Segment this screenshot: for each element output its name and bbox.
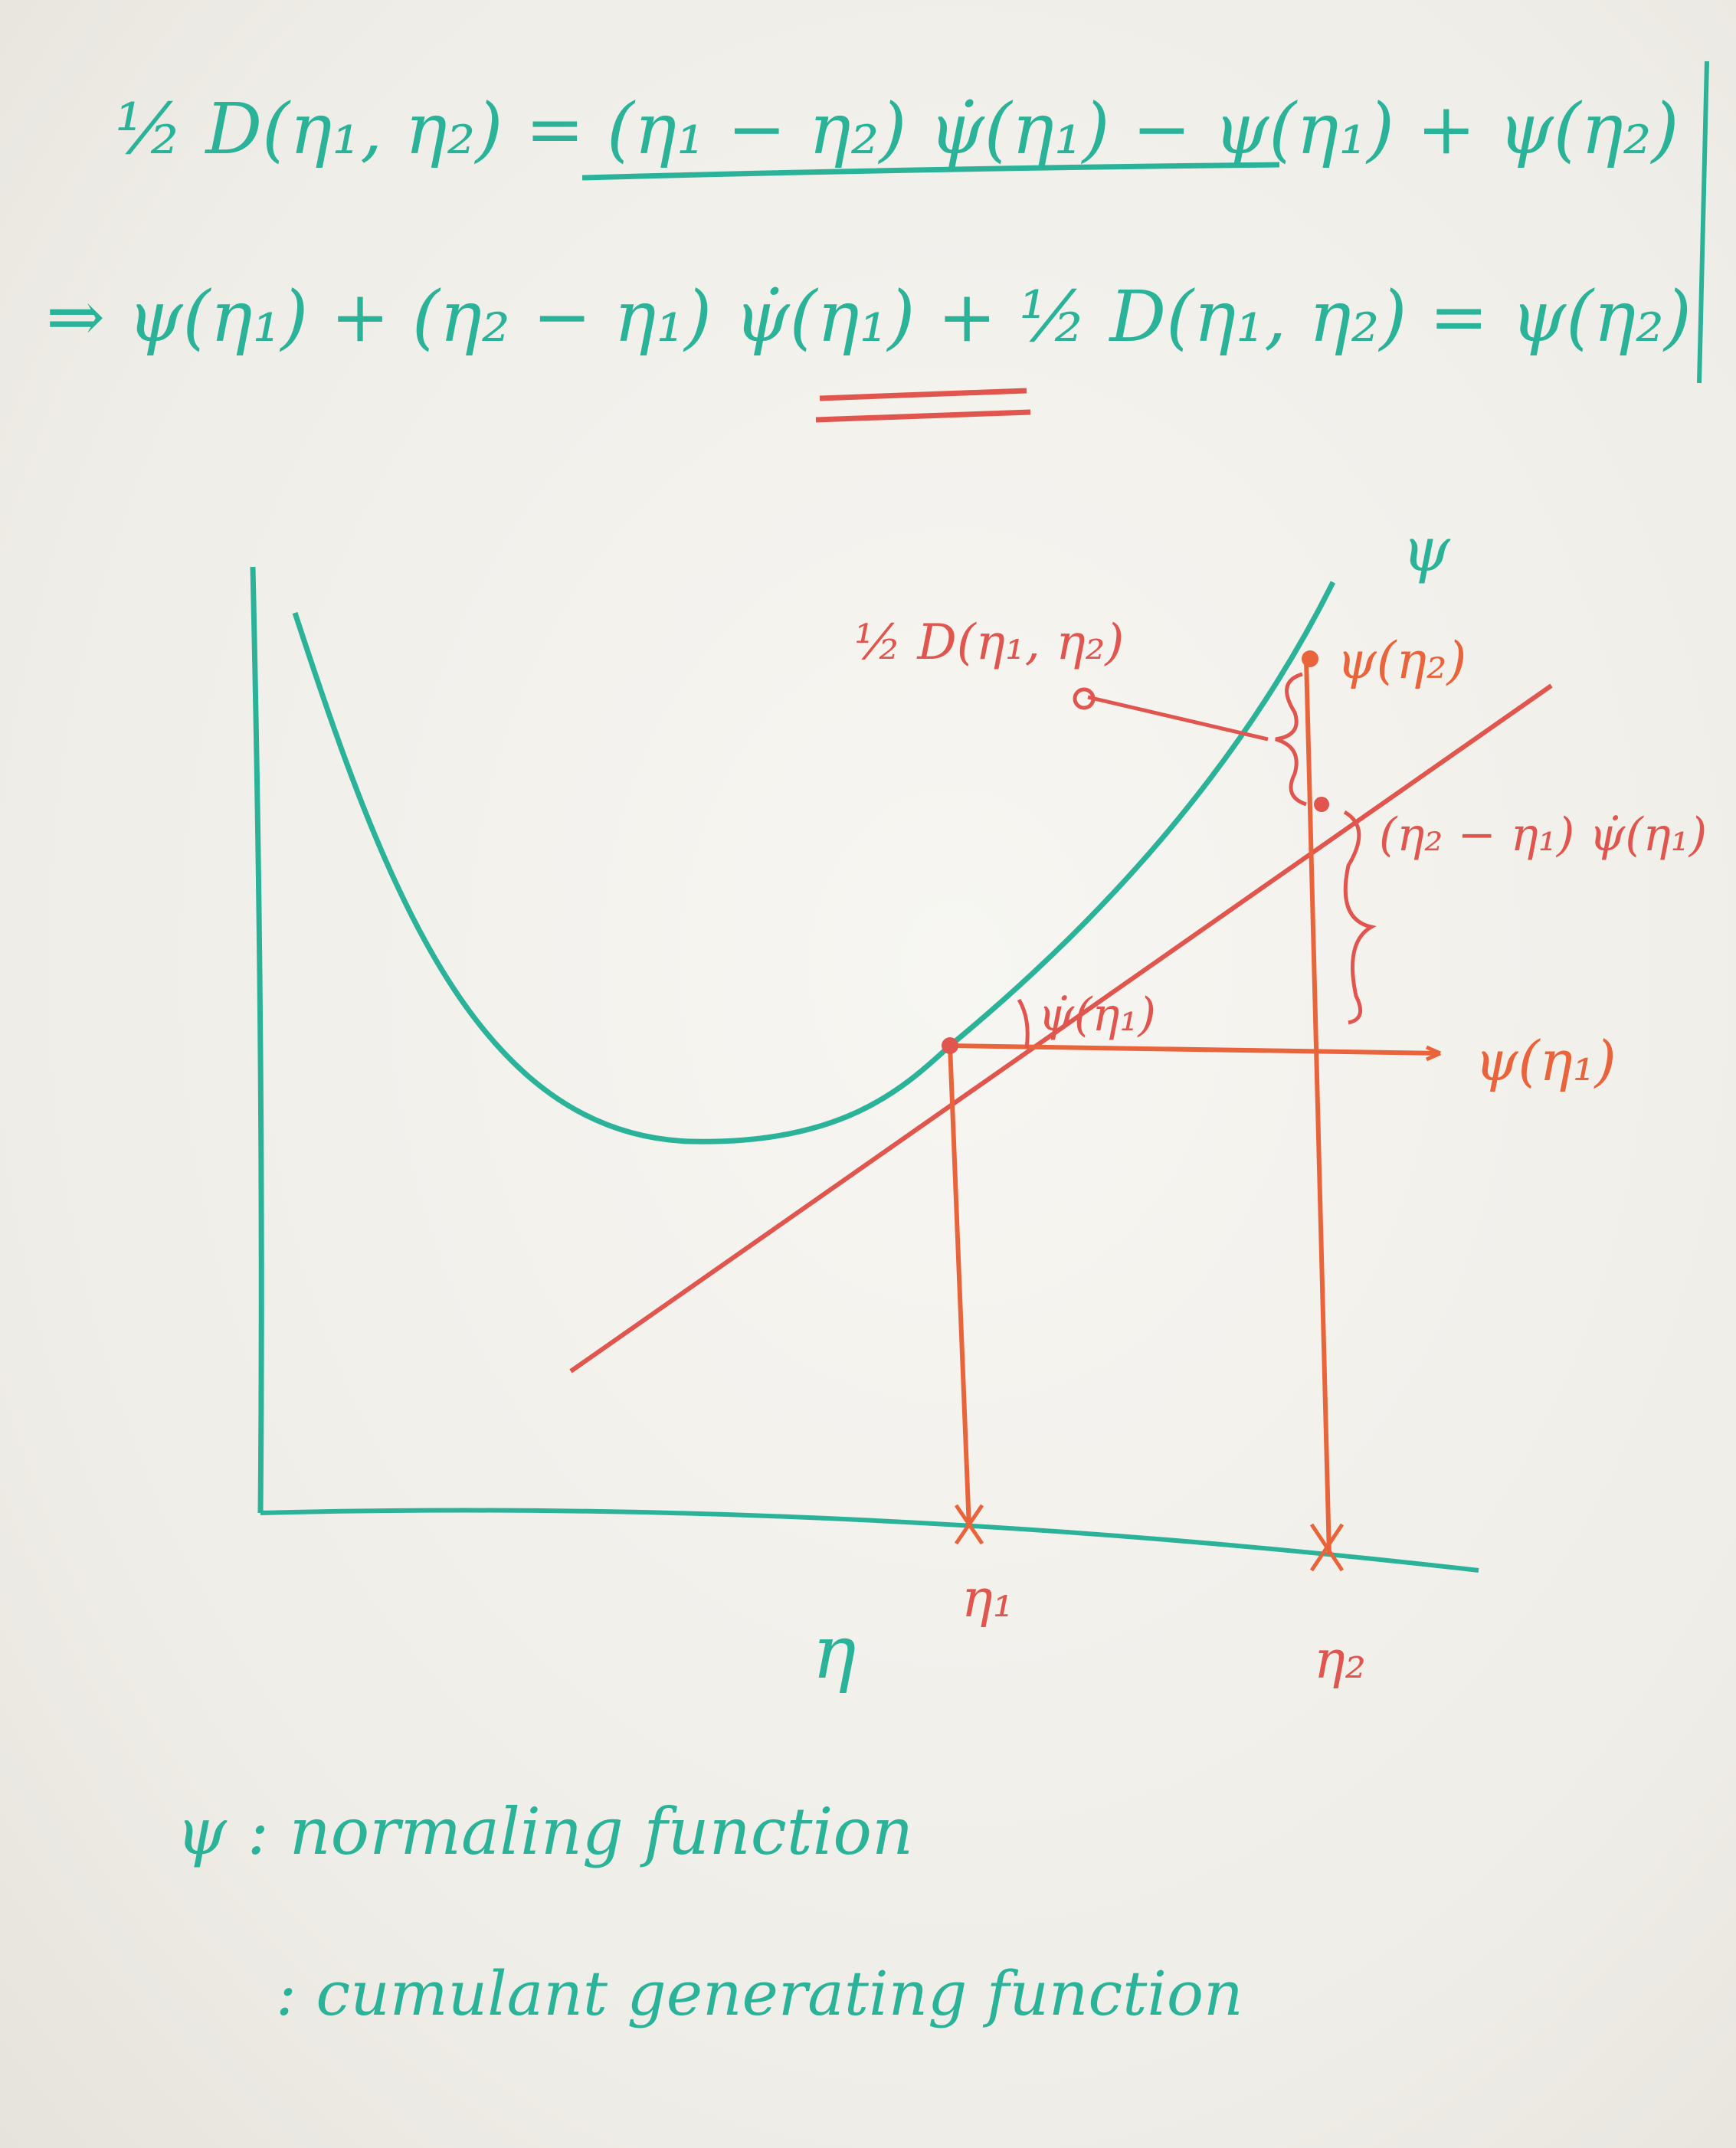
eta1-tick-mark: [954, 1504, 984, 1545]
x-axis: [260, 1508, 1479, 1573]
psi-curve: [292, 581, 1336, 1144]
divergence-label: ½ D(η₁, η₂): [854, 614, 1124, 671]
increment-brace: [1343, 810, 1377, 1025]
eta2-tick-mark: [1309, 1523, 1345, 1572]
equation-line-1: ½ D(η₁, η₂) = (η₁ − η₂) ψ̇(η₁) − ψ(η₁) +…: [115, 88, 1679, 170]
psi-eta2-label: ψ(η₂): [1337, 631, 1466, 690]
point-psi-eta2: [1302, 650, 1318, 667]
arrow-head: [1425, 1045, 1442, 1062]
point-eta1: [942, 1037, 958, 1054]
double-underline-bottom: [815, 409, 1031, 423]
curve-label: ψ: [1402, 514, 1451, 585]
slope-label: ψ̇(η₁): [1038, 988, 1156, 1042]
eta2-vertical: [1304, 658, 1331, 1556]
eta2-label: η₂: [1314, 1630, 1366, 1691]
equation-underline: [581, 162, 1280, 181]
increment-label: (η₂ − η₁) ψ̇(η₁): [1379, 808, 1707, 862]
psi-eta1-horizontal: [949, 1043, 1441, 1056]
point-tangent-eta2: [1314, 797, 1329, 812]
slope-angle-arc: [1017, 998, 1030, 1049]
psi-eta1-label: ψ(η₁): [1475, 1029, 1616, 1093]
note-line-1: ψ : normaling function: [176, 1794, 913, 1869]
divergence-pointer-origin: [1073, 687, 1096, 710]
y-axis: [250, 566, 264, 1514]
divergence-pointer: [1087, 695, 1269, 742]
equation-line-2: ⇒ ψ(η₁) + (η₂ − η₁) ψ̇(η₁) + ½ D(η₁, η₂)…: [46, 276, 1692, 358]
eta1-label: η₁: [961, 1569, 1014, 1629]
divergence-brace: [1275, 672, 1307, 807]
eta1-vertical: [948, 1045, 971, 1529]
double-underline-top: [819, 388, 1027, 401]
tangent-line: [569, 683, 1553, 1374]
margin-stroke: [1697, 61, 1709, 384]
x-axis-label: η: [812, 1609, 857, 1695]
note-line-2: : cumulant generating function: [276, 1958, 1243, 2029]
